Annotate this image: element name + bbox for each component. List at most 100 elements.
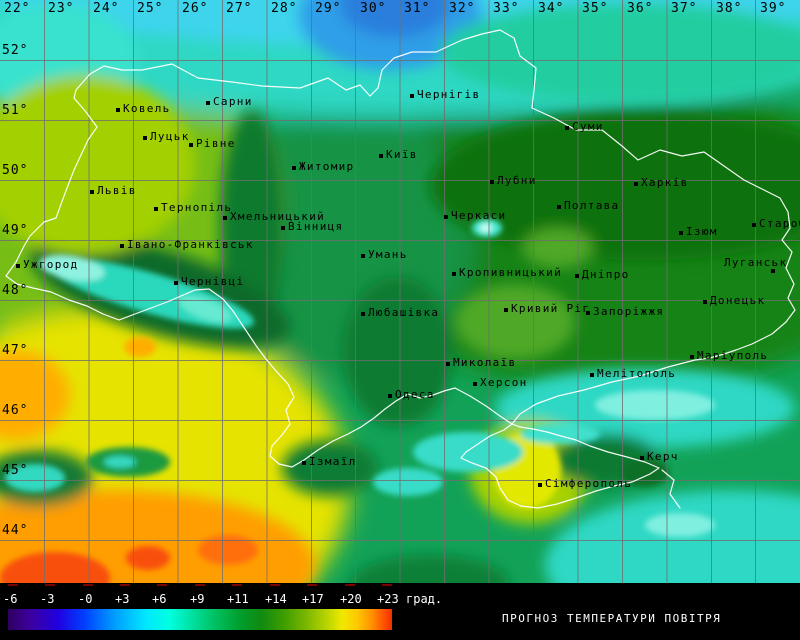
- scale-tick-label: +9: [190, 592, 205, 606]
- city-dot-Ізюм: [679, 231, 683, 235]
- city-label-Миколаїв: Миколаїв: [453, 356, 517, 369]
- scale-tick-label: +11: [227, 592, 249, 606]
- scale-tickmark: [45, 584, 55, 586]
- scale-tickmark: [120, 584, 130, 586]
- city-dot-Чернівці: [174, 281, 178, 285]
- longitude-label: 33°: [493, 1, 520, 16]
- city-dot-Запоріжжя: [586, 311, 590, 315]
- city-dot-Львів: [90, 190, 94, 194]
- city-label-Ужгород: Ужгород: [23, 258, 79, 271]
- scale-tickmark: [157, 584, 167, 586]
- city-dot-Ковель: [116, 108, 120, 112]
- city-label-Маріуполь: Маріуполь: [697, 349, 769, 362]
- longitude-label: 31°: [404, 1, 431, 16]
- city-label-Луцьк: Луцьк: [150, 130, 190, 143]
- scale-tick-label: +17: [302, 592, 324, 606]
- city-label-Дніпро: Дніпро: [582, 268, 630, 281]
- city-label-Чернігів: Чернігів: [417, 88, 481, 101]
- city-dot-Сарни: [206, 101, 210, 105]
- city-label-Вінниця: Вінниця: [288, 220, 344, 233]
- city-dot-Івано-Франківськ: [120, 244, 124, 248]
- map-area: 22° 23° 24° 25° 26° 27° 28° 29° 30° 31° 32° 33° 34° 3…: [0, 0, 800, 583]
- latitude-label: 51°: [2, 103, 29, 118]
- city-label-Луганськ: Луганськ: [724, 256, 788, 269]
- city-dot-Ужгород: [16, 264, 20, 268]
- forecast-info-block: ПРОГНОЗ ТЕМПЕРАТУРИ ПОВІТРЯ НА 24.03.202…: [502, 589, 746, 640]
- city-dot-Донецьк: [703, 300, 707, 304]
- ukraine-border-outline: [5, 29, 796, 509]
- longitude-label: 29°: [315, 1, 342, 16]
- city-label-Любашівка: Любашівка: [368, 306, 440, 319]
- legend-footer-bar: -6 -3 -0 +3 +6 +9 +11 +14 +17 +20 +23 град. ПРОГНОЗ…: [0, 583, 800, 640]
- city-dot-Харків: [634, 182, 638, 186]
- scale-unit-label: град.: [406, 592, 443, 606]
- city-label-Суми: Суми: [572, 120, 604, 133]
- city-dot-Любашівка: [361, 312, 365, 316]
- scale-tickmark: [382, 584, 392, 586]
- local-temperature-spots: [0, 219, 715, 583]
- latitude-label: 49°: [2, 223, 29, 238]
- scale-tickmark: [270, 584, 280, 586]
- city-label-Мелітополь: Мелітополь: [597, 367, 677, 380]
- city-label-Умань: Умань: [368, 248, 408, 261]
- city-dot-Луцьк: [143, 136, 147, 140]
- city-dot-Керч: [640, 456, 644, 460]
- city-dot-Миколаїв: [446, 362, 450, 366]
- city-label-Рівне: Рівне: [196, 137, 236, 150]
- forecast-title: ПРОГНОЗ ТЕМПЕРАТУРИ ПОВІТРЯ: [502, 612, 722, 625]
- latitude-label: 47°: [2, 343, 29, 358]
- scale-tick-label: -6: [3, 592, 18, 606]
- city-dot-Одеса: [388, 394, 392, 398]
- city-dot-Херсон: [473, 382, 477, 386]
- scale-tickmark: [8, 584, 18, 586]
- city-label-Івано-Франківськ: Івано-Франківськ: [127, 238, 254, 251]
- city-dot-Чернігів: [410, 94, 414, 98]
- city-label-Кропивницький: Кропивницький: [459, 266, 562, 279]
- city-dot-Полтава: [557, 205, 561, 209]
- scale-tick-label: +23: [377, 592, 399, 606]
- city-label-Київ: Київ: [386, 148, 418, 161]
- city-dot-Маріуполь: [690, 355, 694, 359]
- longitude-label: 38°: [716, 1, 743, 16]
- latitude-label: 44°: [2, 523, 29, 538]
- city-label-Сімферополь: Сімферополь: [545, 477, 633, 490]
- city-label-Чернівці: Чернівці: [181, 275, 245, 288]
- longitude-label: 39°: [760, 1, 787, 16]
- city-label-Ковель: Ковель: [123, 102, 171, 115]
- scale-tickmark: [195, 584, 205, 586]
- coordinate-grid: [0, 0, 800, 583]
- latitude-label: 48°: [2, 283, 29, 298]
- latitude-label: 46°: [2, 403, 29, 418]
- city-label-Сарни: Сарни: [213, 95, 253, 108]
- longitude-label: 37°: [671, 1, 698, 16]
- city-label-Лубни: Лубни: [497, 174, 537, 187]
- latitude-label: 45°: [2, 463, 29, 478]
- longitude-label: 28°: [271, 1, 298, 16]
- city-label-Харків: Харків: [641, 176, 689, 189]
- scale-tickmark: [307, 584, 317, 586]
- longitude-label: 24°: [93, 1, 120, 16]
- city-dot-Рівне: [189, 143, 193, 147]
- city-dot-Старобільськ: [752, 223, 756, 227]
- city-label-Керч: Керч: [647, 450, 679, 463]
- longitude-label: 26°: [182, 1, 209, 16]
- city-dot-Суми: [565, 126, 569, 130]
- scale-tickmark: [83, 584, 93, 586]
- temperature-gradient-bar: [8, 609, 392, 630]
- city-label-Тернопіль: Тернопіль: [161, 201, 233, 214]
- latitude-label: 50°: [2, 163, 29, 178]
- scale-tick-label: -0: [78, 592, 93, 606]
- city-label-Ізюм: Ізюм: [686, 225, 718, 238]
- longitude-label: 23°: [48, 1, 75, 16]
- city-dot-Житомир: [292, 166, 296, 170]
- city-label-Львів: Львів: [97, 184, 137, 197]
- scale-tick-label: +14: [265, 592, 287, 606]
- city-label-Кривий Ріг: Кривий Ріг: [511, 302, 591, 315]
- scale-tick-label: +6: [152, 592, 167, 606]
- scale-tick-label: +20: [340, 592, 362, 606]
- scale-tickmark: [345, 584, 355, 586]
- city-dot-Кривий Ріг: [504, 308, 508, 312]
- city-dot-Луганськ: [771, 269, 775, 273]
- scale-tickmark: [232, 584, 242, 586]
